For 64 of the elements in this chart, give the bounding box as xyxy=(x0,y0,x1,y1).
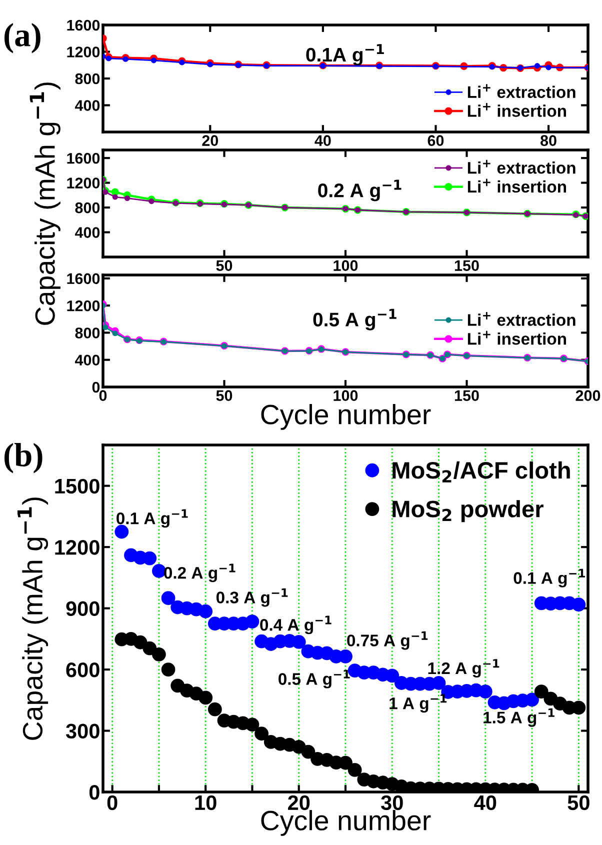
annotation: 0.1A g$^{−1}$ xyxy=(306,44,384,66)
x-tick-label: 50 xyxy=(568,795,590,810)
legend-label: Li$^{+}$ extraction xyxy=(468,160,576,174)
annotation: 0.5 A g$^{−1}$ xyxy=(278,670,350,688)
x-tick-label: 10 xyxy=(195,795,216,810)
annotation: 0.1 A g$^{−1}$ xyxy=(116,509,188,528)
x-tick-label: 30 xyxy=(381,795,403,810)
x-tick-label: 100 xyxy=(334,260,358,271)
annotation: 0.4 A g$^{−1}$ xyxy=(260,616,332,634)
y-tick-label: 1200 xyxy=(55,540,100,555)
annotation: 0.5 A g$^{−1}$ xyxy=(313,308,396,330)
x-tick-label: 50 xyxy=(216,390,232,401)
x-tick-label: 80 xyxy=(540,135,556,146)
x-tick-label: 150 xyxy=(454,260,479,271)
y-axis-title: Capacity (mAh g$^{−1}$) xyxy=(30,82,60,325)
y-tick-label: 800 xyxy=(75,328,100,338)
x-tick-label: 100 xyxy=(334,390,358,401)
y-tick-label: 800 xyxy=(75,202,100,214)
annotation: 0.75 A g$^{−1}$ xyxy=(347,631,428,650)
chart-title: (a) xyxy=(4,23,40,54)
annotation: 1.2 A g$^{−1}$ xyxy=(428,659,500,678)
legend-label: MoS$_{2}$/ACF cloth xyxy=(392,461,570,482)
x-tick-label: 200 xyxy=(576,390,600,401)
annotation: 0.2 A g$^{−1}$ xyxy=(318,180,402,202)
annotation: 0.1 A g$^{−1}$ xyxy=(514,568,585,588)
annotation: 0.2 A g$^{−1}$ xyxy=(164,564,236,582)
y-tick-label: 400 xyxy=(74,227,100,238)
y-tick-label: 1600 xyxy=(67,20,100,31)
y-tick-label: 1200 xyxy=(67,46,100,58)
y-tick-label: 0 xyxy=(92,382,100,393)
y-tick-label: 800 xyxy=(75,73,100,84)
y-tick-label: 1500 xyxy=(55,478,100,494)
legend-label: Li$^{+}$ extraction xyxy=(468,84,576,98)
x-tick-label: 0 xyxy=(99,390,107,401)
legend-label: Li$^{+}$ insertion xyxy=(468,103,566,117)
legend-label: Li$^{+}$ extraction xyxy=(468,312,576,326)
y-tick-label: 0 xyxy=(89,785,100,800)
x-tick-label: 0 xyxy=(107,795,118,810)
y-axis-title: Capacity (mAh g$^{−1}$) xyxy=(17,498,48,740)
y-tick-label: 1200 xyxy=(67,300,100,312)
y-tick-label: 400 xyxy=(74,354,100,366)
y-tick-label: 300 xyxy=(66,724,100,739)
legend-label: Li$^{+}$ insertion xyxy=(468,178,566,193)
x-tick-label: 20 xyxy=(202,135,218,146)
y-tick-label: 1600 xyxy=(67,273,100,284)
legend-label: Li$^{+}$ insertion xyxy=(468,330,566,345)
y-tick-label: 900 xyxy=(66,601,100,616)
chart-title: (b) xyxy=(4,443,42,474)
x-tick-label: 60 xyxy=(428,135,444,146)
annotation: 1 A g$^{−1}$ xyxy=(390,694,447,713)
x-tick-label: 40 xyxy=(474,795,496,810)
y-tick-label: 1200 xyxy=(67,178,100,188)
x-tick-label: 50 xyxy=(216,260,232,271)
x-axis-title: Cycle number xyxy=(261,404,431,430)
legend-label: MoS$_{2}$ powder xyxy=(392,500,544,522)
annotation: 0.3 A g$^{−1}$ xyxy=(216,588,288,607)
y-tick-label: 400 xyxy=(74,100,100,111)
annotation: 1.5 A g$^{−1}$ xyxy=(484,708,554,727)
y-tick-label: 600 xyxy=(66,662,100,678)
x-axis-title: Cycle number xyxy=(261,810,431,836)
x-tick-label: 150 xyxy=(454,390,479,401)
y-tick-label: 1600 xyxy=(67,152,100,164)
x-tick-label: 20 xyxy=(288,795,310,810)
x-tick-label: 40 xyxy=(314,135,331,146)
